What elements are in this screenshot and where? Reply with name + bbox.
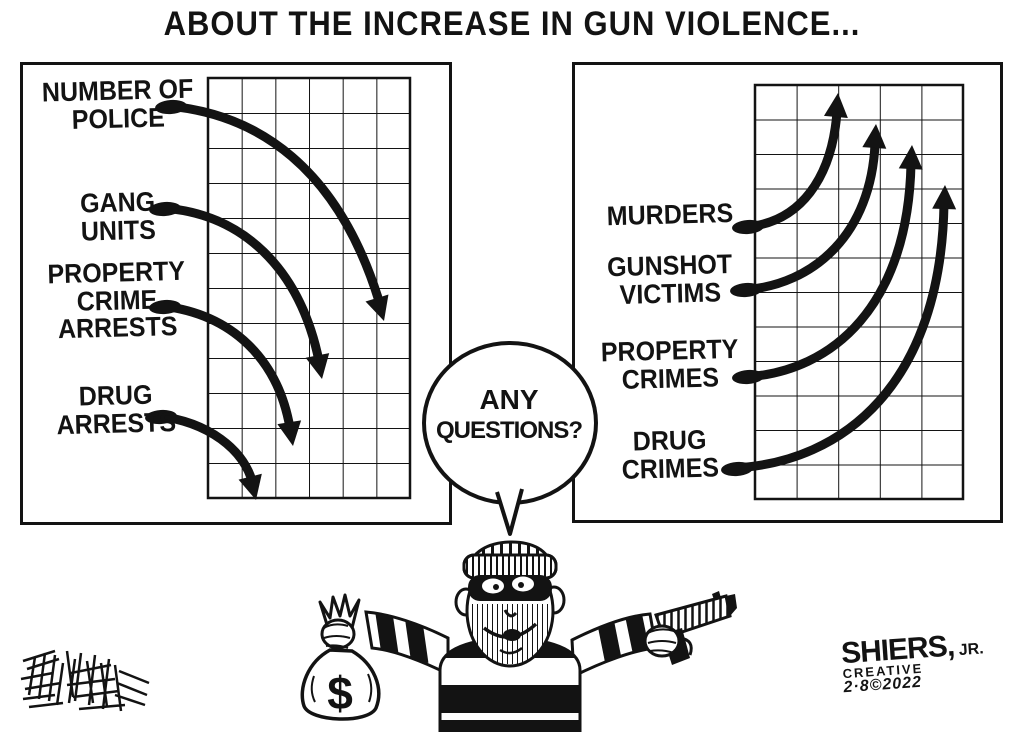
artist-signature: SHIERS, JR. CREATIVE 2·8©2022: [840, 627, 1024, 696]
down-arrowheads: [145, 99, 389, 500]
arrow-number-of-police: [163, 101, 384, 306]
dollar-sign: $: [327, 667, 353, 719]
label-number-of-police: NUMBER OF POLICE: [41, 73, 194, 135]
grid-left: [206, 76, 412, 500]
pistol-icon: [643, 591, 737, 665]
striped-beanie: [462, 540, 558, 580]
up-arrows: [728, 107, 949, 473]
left-eye: [482, 578, 504, 594]
left-arm: [364, 610, 450, 677]
chin-line: [499, 647, 523, 655]
panel-declining-metrics: NUMBER OF POLICE GANG UNITS PROPERTY CRI…: [20, 62, 452, 525]
trigger-guard: [679, 636, 693, 656]
nose: [503, 609, 518, 618]
open-mouth: [503, 629, 521, 641]
arrow-drug-crimes: [728, 199, 949, 473]
signature-suffix: JR.: [958, 640, 985, 660]
down-arrows: [153, 101, 384, 489]
label-drug-crimes: DRUG CRIMES: [621, 424, 720, 485]
right-arm: [570, 612, 658, 679]
burglar-mask: [468, 575, 552, 601]
label-property-crimes: PROPERTY CRIMES: [600, 334, 739, 395]
speech-bubble: ANY QUESTIONS?: [415, 337, 605, 539]
scribble-watermark: [20, 649, 150, 712]
arrow-property-crime-arrests: [157, 301, 295, 433]
label-gunshot-victims: GUNSHOT VICTIMS: [606, 249, 733, 310]
burglar-figure: $: [300, 540, 737, 732]
label-drug-arrests: DRUG ARRESTS: [56, 379, 177, 441]
arrow-gang-units: [157, 203, 324, 366]
bubble-text-line1: ANY: [479, 384, 539, 415]
speech-bubble-tail: [495, 488, 524, 536]
gun-sight: [712, 591, 721, 600]
cartoon-title: ABOUT THE INCREASE IN GUN VIOLENCE...: [163, 4, 861, 43]
arrow-property-crimes: [740, 159, 916, 382]
beanie-brim: [462, 553, 558, 580]
arrow-murders: [740, 107, 842, 232]
gun-muzzle: [726, 594, 737, 616]
label-gang-units: GANG UNITS: [79, 186, 157, 247]
left-fist: [320, 618, 356, 650]
grid-right: [753, 83, 965, 501]
label-murders: MURDERS: [606, 198, 734, 232]
declining-chart-graphic: [145, 76, 412, 500]
bag-shading: [310, 673, 373, 703]
rising-chart-graphic: [721, 83, 965, 501]
gun-slide-hatching: [656, 596, 730, 638]
money-bag-icon: $: [300, 593, 381, 721]
bag-ruffle: [318, 593, 361, 630]
bubble-text-line2: QUESTIONS?: [435, 417, 583, 444]
arrow-gunshot-victims: [738, 139, 880, 295]
panel-rising-metrics: MURDERS GUNSHOT VICTIMS PROPERTY CRIMES …: [572, 62, 1003, 523]
speech-bubble-outline: [422, 341, 598, 536]
up-arrowheads: [721, 93, 957, 477]
label-property-crime-arrests: PROPERTY CRIME ARRESTS: [47, 255, 186, 345]
bag-body: [300, 648, 381, 721]
